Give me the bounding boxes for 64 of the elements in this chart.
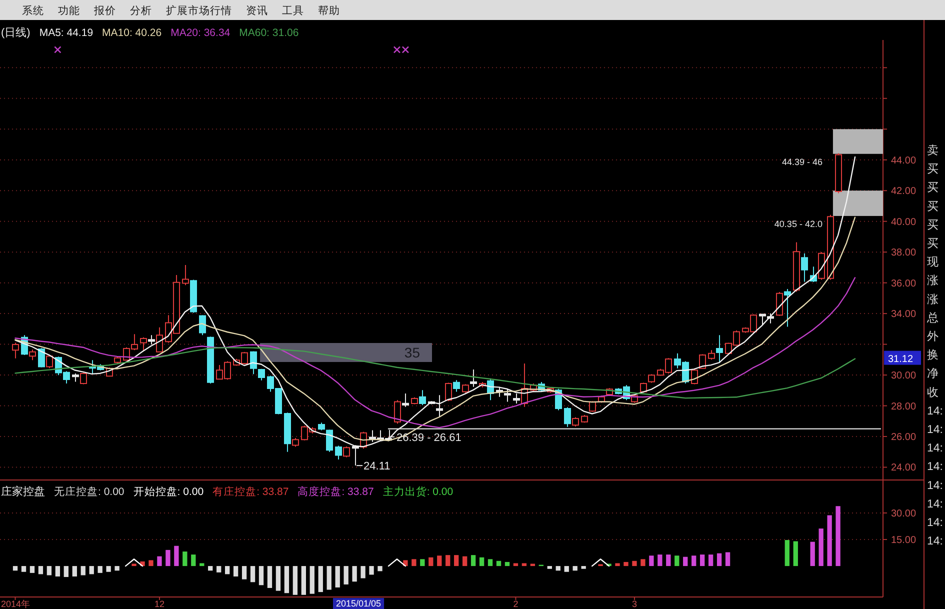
text: 无庄控盘: 0.00 (54, 485, 124, 498)
band-label: 40.35 - 42.0 (774, 218, 822, 229)
annotation: 26.39 - 26.61 (396, 432, 462, 444)
band-label: 44.39 - 46 (782, 156, 822, 167)
text: 14: (927, 442, 943, 455)
text: MA10: 40.26 (102, 27, 162, 39)
y-tick-label: 34.00 (891, 309, 916, 320)
text: 外 (927, 330, 939, 343)
text: 扩展市场行情 (166, 4, 232, 17)
text: 涨 (927, 274, 939, 288)
text: 主力出货: 0.00 (382, 485, 454, 498)
text: 买 (927, 200, 939, 213)
text: MA20: 36.34 (170, 27, 230, 39)
text: 14: (927, 498, 943, 510)
y-tick-label: 28.00 (891, 401, 916, 412)
y-tick-label: 36.00 (891, 278, 916, 290)
text: 净 (927, 367, 939, 380)
text: 买 (927, 181, 939, 194)
text: 14: (927, 517, 943, 529)
text: 开始控盘: 0.00 (133, 486, 204, 498)
chart-title: (日线) (1, 26, 30, 39)
x-tick-label: 3 (632, 599, 637, 609)
text: 收 (927, 386, 939, 399)
annotation: 35 (404, 344, 420, 361)
x-tick-label: 12 (154, 599, 164, 609)
text: 买 (927, 218, 939, 232)
chart-title: 庄家控盘 (1, 485, 45, 498)
text: 买 (927, 162, 939, 176)
text: 14: (927, 424, 943, 436)
text: 2015/01/05 (336, 598, 382, 609)
text: 资讯 (246, 5, 268, 17)
y-tick-label: 44.00 (891, 155, 916, 166)
x-tick-label: 2014年 (1, 599, 30, 609)
text: 工具 (282, 5, 304, 17)
text: 现 (927, 256, 939, 269)
text: 系统 (22, 4, 44, 17)
text: 分析 (130, 5, 152, 17)
text: MA5: 44.19 (39, 27, 94, 39)
annotation: 31.12 (888, 354, 914, 365)
y-tick-label: 15.00 (891, 535, 916, 546)
text: 卖 (927, 144, 939, 157)
y-tick-label: 38.00 (891, 248, 916, 259)
text: MA60: 31.06 (239, 27, 299, 39)
text: 有庄控盘: 33.87 (212, 485, 289, 498)
y-tick-label: 30.00 (891, 370, 916, 382)
text: 24.11 (364, 460, 390, 473)
text: 功能 (58, 4, 80, 17)
text: 总 (926, 311, 939, 324)
y-tick-label: 40.00 (891, 216, 916, 228)
text: 涨 (927, 292, 939, 306)
text: 14: (927, 405, 943, 418)
y-tick-label: 24.00 (891, 462, 916, 474)
y-tick-label: 42.00 (891, 186, 916, 198)
text: 帮助 (318, 4, 340, 17)
text: 高度控盘: 33.87 (298, 485, 374, 498)
text: 14: (927, 536, 943, 548)
text: 买 (927, 237, 939, 250)
y-tick-label: 26.00 (891, 432, 916, 444)
y-tick-label: 30.00 (891, 508, 916, 520)
text: 14: (927, 461, 943, 474)
x-tick-label: 2 (513, 599, 518, 609)
text: 14: (927, 480, 943, 492)
text: 报价 (93, 5, 116, 17)
text: 换 (927, 348, 939, 362)
